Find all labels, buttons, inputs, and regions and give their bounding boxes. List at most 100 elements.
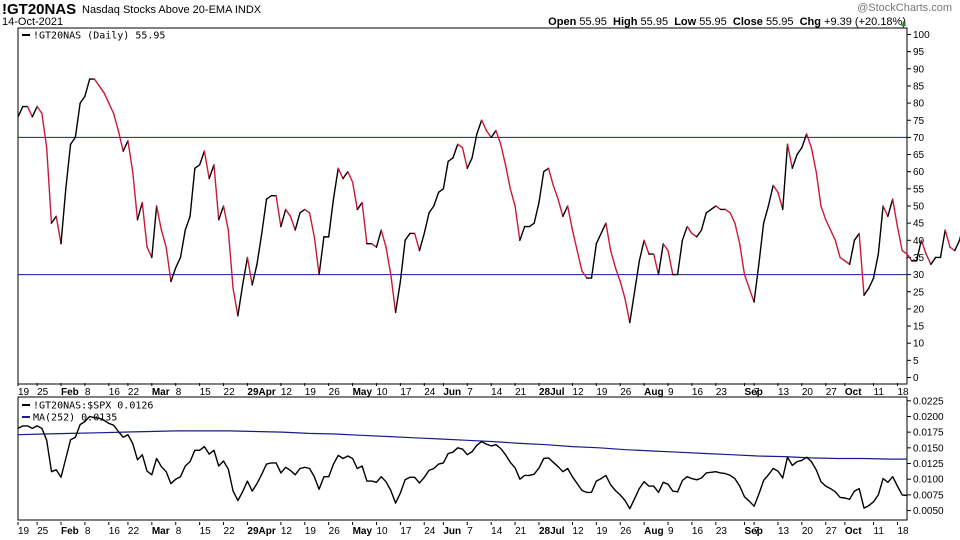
ratio-xtick-label: 26 [620,526,632,537]
main-series-segment [327,198,335,238]
main-series-segment [619,280,626,300]
main-series-segment [423,212,430,235]
main-series-segment [361,201,368,245]
ratio-ytick-label: 0.0100 [913,475,944,486]
main-xtick-label: 27 [826,387,838,398]
main-ytick-label: 80 [913,99,925,110]
ma-line [18,430,907,460]
main-series-segment [155,205,163,231]
main-series-segment [337,167,344,180]
main-series-segment [108,102,115,115]
main-series-segment [452,143,459,159]
main-series-segment [896,225,903,252]
main-series-segment [939,229,946,259]
main-series-segment [218,205,225,221]
ratio-xtick-label: 17 [400,526,412,537]
main-series-segment [17,105,24,118]
main-xtick-label: Sep [744,387,762,398]
main-xtick-label: Jun [443,387,461,398]
chg-value: +9.39 (+20.18%) [824,16,906,28]
main-series-segment [280,208,287,228]
main-series-segment [877,205,884,255]
main-series-segment [160,229,167,248]
main-xtick-label: 22 [128,387,140,398]
main-series-segment [394,280,402,314]
main-ytick-label: 55 [913,184,925,195]
main-series-segment [198,150,206,166]
ratio-xtick-label: 10 [376,526,388,537]
main-xtick-label: 13 [778,387,790,398]
main-series-segment [60,188,67,245]
main-series-segment [74,102,81,139]
ohlc-readout: Open 55.95 High 55.95 Low 55.95 Close 55… [548,16,906,28]
main-series-segment [748,287,755,303]
main-series-segment [786,143,793,169]
main-series-segment [753,263,760,303]
main-series-segment [31,105,38,118]
main-xtick-label: 16 [692,387,704,398]
stockcharts-logo[interactable]: @StockCharts.com [857,2,952,14]
ratio-ytick-label: 0.0225 [913,396,944,407]
main-series-segment [256,232,263,266]
close-value: 55.95 [765,16,794,28]
main-ytick-label: 50 [913,202,925,213]
symbol-title: !GT20NAS [2,1,77,18]
main-xtick-label: 17 [400,387,412,398]
main-series-segment [351,181,359,211]
main-series-segment [246,256,253,286]
main-xtick-label: 7 [754,387,760,398]
main-series-segment [112,112,120,132]
ratio-xtick-label: 23 [716,526,728,537]
main-series-segment [433,191,440,207]
main-series-segment [767,184,774,207]
main-series-segment [576,249,583,272]
main-series-segment [600,222,607,235]
main-series-segment [590,243,598,279]
ratio-xtick-label: 22 [224,526,236,537]
main-series-segment [122,140,129,152]
main-series-segment [437,188,445,193]
main-series-segment [261,198,268,235]
main-xtick-label: 11 [874,387,885,398]
main-series-segment [356,201,363,211]
main-series-segment [710,205,717,211]
main-series-segment [208,164,215,180]
main-series-segment [820,205,827,221]
main-series-segment [461,146,468,169]
main-series-segment [476,119,483,135]
main-series-segment [810,146,817,173]
main-series-segment [566,205,574,231]
main-series-segment [65,143,72,190]
main-series-segment [629,291,636,324]
ratio-xtick-label: 19 [18,526,30,537]
main-series-segment [514,205,521,242]
main-series-segment [743,273,750,290]
main-panel-frame [17,27,908,385]
main-series-segment [500,143,507,166]
main-series-segment [466,157,473,169]
main-xtick-label: 19 [18,387,30,398]
main-series-segment [667,249,674,276]
open-value: 55.95 [579,16,607,28]
up-arrow-icon: ▲ [899,18,908,28]
main-xtick-label: 29Apr [247,387,275,398]
main-series-segment [442,160,449,190]
main-series-segment [538,170,545,204]
main-series-segment [480,119,488,132]
main-series-segment [624,297,631,324]
main-series-segment [227,229,234,290]
ratio-xtick-label: 8 [176,526,182,537]
main-ytick-label: 70 [913,133,925,144]
main-ytick-label: 75 [913,116,925,127]
main-series-segment [313,236,320,276]
ratio-xtick-label: Oct [845,526,862,537]
main-series-segment [304,208,311,214]
main-xtick-label: 26 [329,387,341,398]
ratio-xtick-label: 20 [802,526,814,537]
main-series-segment [308,212,316,238]
main-series-segment [609,249,617,269]
chg-label: Chg [799,16,821,28]
main-series-segment [777,191,784,211]
main-xtick-label: 25 [37,387,49,398]
main-series-segment [45,146,53,224]
